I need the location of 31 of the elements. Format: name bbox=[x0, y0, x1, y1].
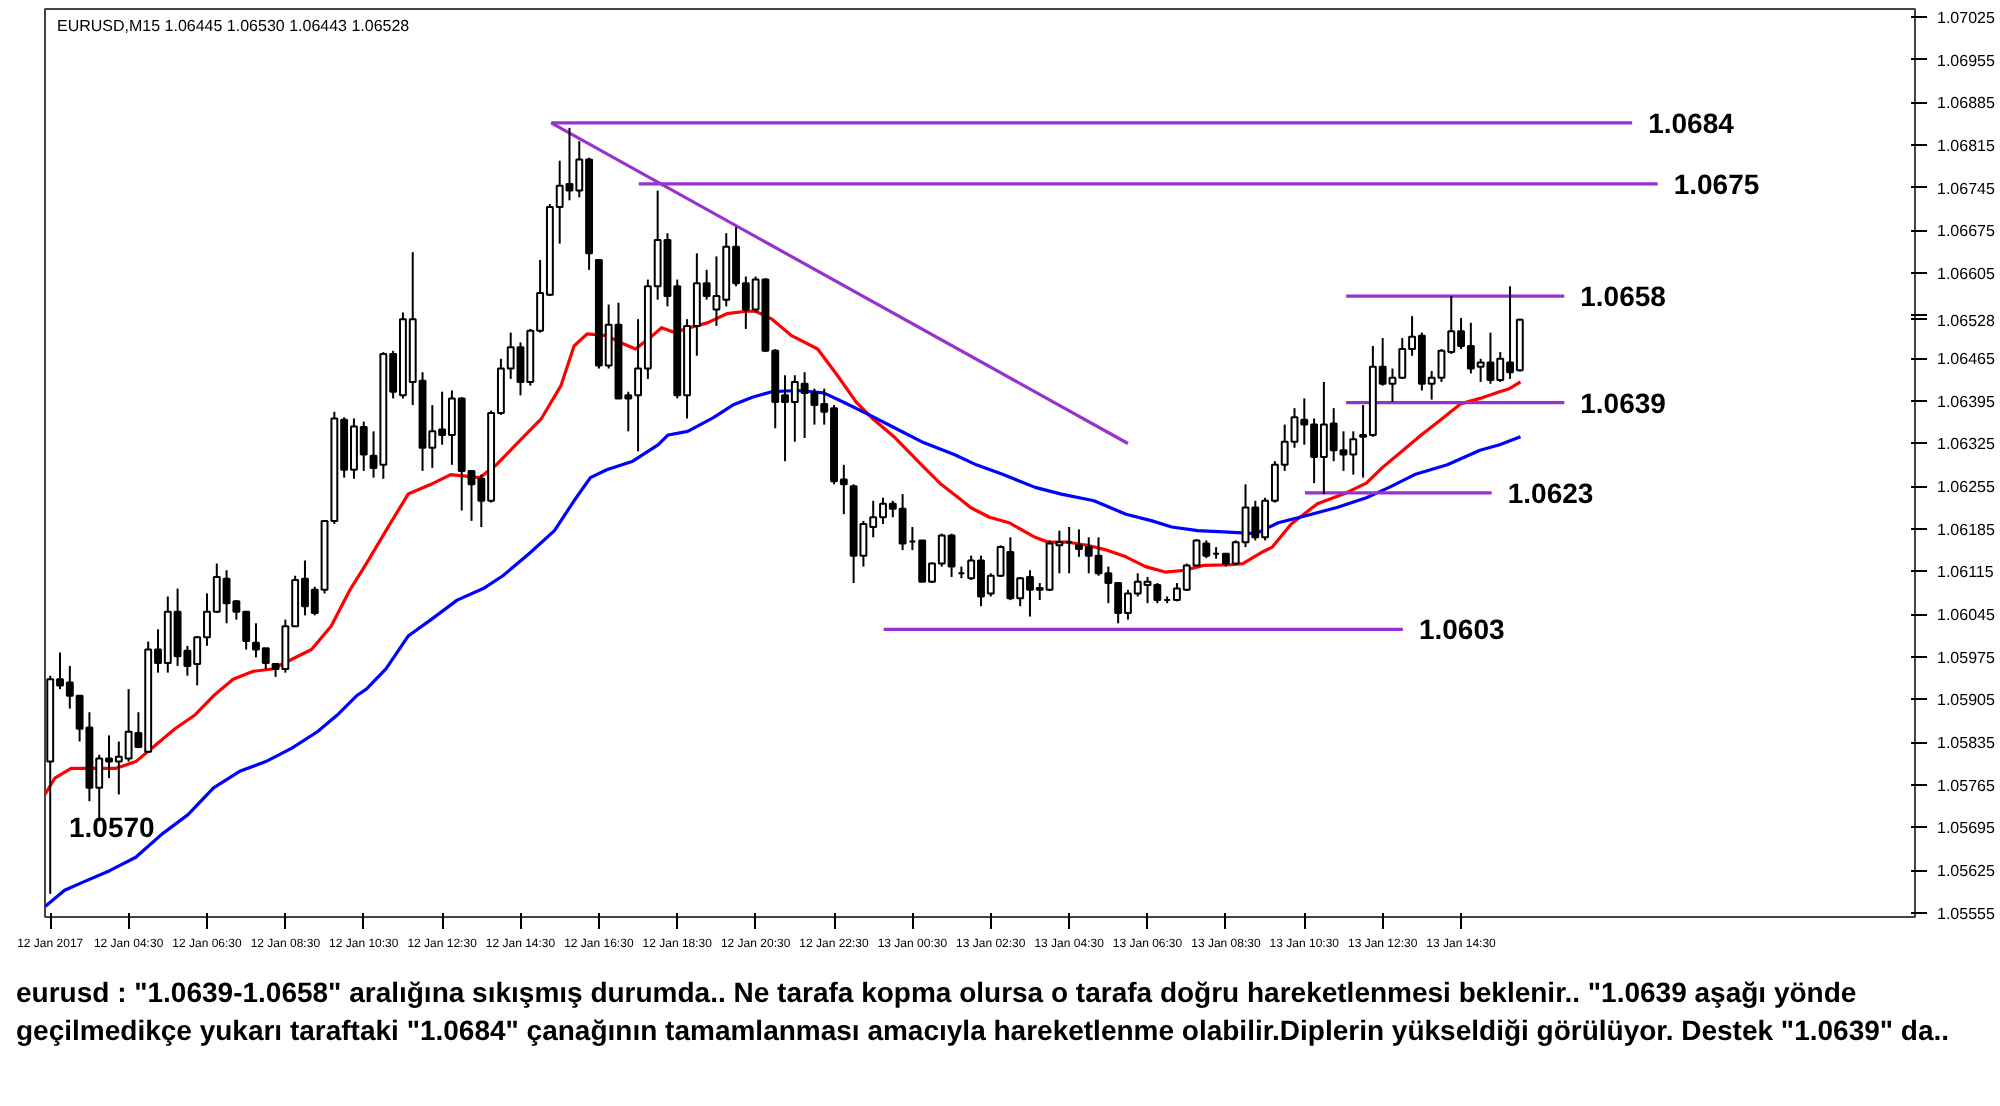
series-label: 1.0675 bbox=[1673, 167, 1760, 200]
y-tick-label: 1.06675 bbox=[1937, 222, 1996, 241]
y-tick-label: 1.06745 bbox=[1937, 179, 1996, 198]
series-label: 1.0639 bbox=[1580, 386, 1667, 419]
y-tick-label: 1.06885 bbox=[1937, 94, 1996, 113]
y-tick-label: 1.07025 bbox=[1937, 8, 1996, 27]
series-label: 1.0603 bbox=[1418, 613, 1505, 646]
series-label: 1.0658 bbox=[1580, 280, 1667, 313]
y-tick-label: 1.06955 bbox=[1937, 51, 1996, 70]
y-tick-label: 1.06395 bbox=[1937, 392, 1996, 411]
y-tick-label: 1.05695 bbox=[1937, 819, 1996, 838]
y-tick-label: 1.06045 bbox=[1937, 606, 1996, 625]
series-label: 1.0684 bbox=[1648, 106, 1735, 139]
y-tick-label: 1.06815 bbox=[1937, 136, 1996, 155]
y-tick-label: 1.06185 bbox=[1937, 520, 1996, 539]
y-tick-label: 1.05905 bbox=[1937, 691, 1996, 710]
y-tick-label: 1.06528 bbox=[1937, 311, 1996, 330]
y-tick-label: 1.06115 bbox=[1937, 563, 1995, 582]
y-tick-label: 1.05555 bbox=[1937, 904, 1996, 923]
text: eurusd : "1.0639-1.0658" aralığına sıkışmış durumda.. Ne tarafa kopma olursa o tarafa doğru hareketlenmesi beklenir.. "1.0639 aşağı yönde geçilmedikçe yukarı taraftaki "1.0684" çanağının tamamlanması amacıyla hareketlenme olabilir.Diplerin yükseldiği görülüyor. Destek "1.0639" da.. bbox=[16, 974, 1952, 1050]
annotation: 1.0570 bbox=[69, 811, 156, 843]
y-tick-label: 1.06255 bbox=[1937, 478, 1996, 497]
y-tick-label: 1.05765 bbox=[1937, 776, 1996, 795]
y-tick-label: 1.05975 bbox=[1937, 648, 1996, 667]
y-tick-label: 1.06465 bbox=[1937, 350, 1996, 369]
series-label: 1.0623 bbox=[1507, 476, 1594, 509]
y-tick-label: 1.06605 bbox=[1937, 264, 1996, 283]
y-tick-label: 1.06325 bbox=[1937, 435, 1996, 454]
y-tick-label: 1.05835 bbox=[1937, 734, 1996, 753]
y-tick-label: 1.05625 bbox=[1937, 862, 1996, 881]
text: EURUSD,M15 1.06445 1.06530 1.06443 1.06528 bbox=[57, 17, 411, 35]
